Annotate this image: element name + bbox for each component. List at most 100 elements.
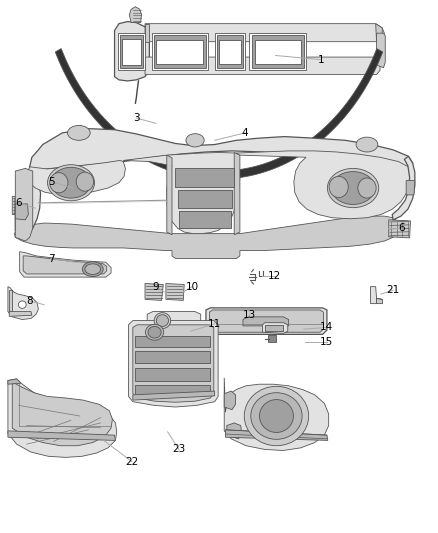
Polygon shape bbox=[133, 325, 214, 402]
Text: 15: 15 bbox=[320, 337, 334, 347]
Polygon shape bbox=[224, 391, 236, 410]
Ellipse shape bbox=[259, 400, 293, 432]
Polygon shape bbox=[167, 155, 172, 235]
Polygon shape bbox=[20, 252, 111, 277]
Ellipse shape bbox=[156, 315, 169, 326]
Polygon shape bbox=[371, 287, 377, 304]
Text: 7: 7 bbox=[48, 254, 55, 263]
Ellipse shape bbox=[67, 125, 90, 140]
Polygon shape bbox=[8, 379, 117, 457]
Polygon shape bbox=[15, 204, 28, 220]
Polygon shape bbox=[227, 423, 242, 439]
Polygon shape bbox=[129, 7, 141, 22]
Ellipse shape bbox=[18, 301, 26, 309]
Polygon shape bbox=[133, 391, 215, 400]
Polygon shape bbox=[226, 430, 328, 440]
Polygon shape bbox=[377, 33, 385, 68]
Ellipse shape bbox=[85, 264, 101, 274]
Polygon shape bbox=[12, 197, 34, 216]
Ellipse shape bbox=[356, 137, 378, 152]
Polygon shape bbox=[15, 167, 41, 239]
Polygon shape bbox=[234, 152, 240, 235]
Polygon shape bbox=[254, 39, 301, 64]
Polygon shape bbox=[8, 431, 116, 440]
Text: 8: 8 bbox=[26, 296, 33, 306]
Polygon shape bbox=[262, 322, 288, 333]
Polygon shape bbox=[392, 156, 415, 220]
Polygon shape bbox=[9, 290, 12, 312]
Polygon shape bbox=[145, 57, 380, 75]
Polygon shape bbox=[237, 151, 410, 219]
Polygon shape bbox=[12, 383, 113, 446]
Polygon shape bbox=[145, 23, 385, 42]
Bar bbox=[135, 336, 210, 347]
Polygon shape bbox=[30, 128, 413, 171]
Bar bbox=[135, 351, 210, 363]
Polygon shape bbox=[123, 152, 240, 233]
Bar bbox=[268, 335, 276, 342]
Text: 12: 12 bbox=[268, 271, 281, 281]
Polygon shape bbox=[178, 190, 232, 208]
Polygon shape bbox=[147, 312, 201, 384]
Polygon shape bbox=[215, 33, 245, 70]
Polygon shape bbox=[377, 298, 383, 304]
Ellipse shape bbox=[251, 393, 302, 439]
Polygon shape bbox=[250, 33, 306, 70]
Bar bbox=[150, 357, 197, 370]
Polygon shape bbox=[118, 33, 145, 70]
Ellipse shape bbox=[244, 386, 309, 446]
Text: 1: 1 bbox=[318, 55, 325, 64]
Text: 22: 22 bbox=[125, 457, 138, 466]
Polygon shape bbox=[122, 38, 141, 65]
Text: 6: 6 bbox=[15, 198, 22, 208]
Polygon shape bbox=[8, 379, 21, 384]
Polygon shape bbox=[206, 308, 327, 334]
Ellipse shape bbox=[51, 167, 91, 198]
Text: 11: 11 bbox=[208, 319, 221, 329]
Ellipse shape bbox=[327, 168, 379, 208]
Ellipse shape bbox=[329, 176, 348, 198]
Ellipse shape bbox=[49, 173, 68, 193]
Polygon shape bbox=[224, 378, 328, 450]
Polygon shape bbox=[145, 23, 149, 42]
Ellipse shape bbox=[148, 326, 161, 338]
Text: 21: 21 bbox=[386, 285, 400, 295]
Text: 3: 3 bbox=[133, 113, 140, 123]
Polygon shape bbox=[14, 216, 397, 259]
Text: 5: 5 bbox=[48, 176, 55, 187]
Ellipse shape bbox=[331, 172, 375, 205]
Ellipse shape bbox=[145, 324, 164, 340]
Ellipse shape bbox=[186, 134, 204, 147]
Text: 23: 23 bbox=[172, 445, 186, 455]
Text: 9: 9 bbox=[152, 281, 159, 292]
Polygon shape bbox=[154, 35, 206, 68]
Polygon shape bbox=[252, 35, 304, 68]
Bar bbox=[150, 325, 197, 336]
Bar bbox=[135, 368, 210, 381]
Polygon shape bbox=[55, 49, 383, 179]
Bar bbox=[135, 385, 210, 395]
Text: 6: 6 bbox=[399, 223, 405, 233]
Polygon shape bbox=[376, 23, 382, 42]
Polygon shape bbox=[243, 317, 289, 326]
Polygon shape bbox=[166, 284, 184, 301]
Polygon shape bbox=[128, 320, 218, 407]
Ellipse shape bbox=[82, 262, 103, 277]
Polygon shape bbox=[8, 287, 39, 319]
Text: 4: 4 bbox=[242, 128, 248, 138]
Ellipse shape bbox=[76, 172, 94, 191]
Polygon shape bbox=[15, 168, 33, 241]
Polygon shape bbox=[406, 181, 415, 195]
Polygon shape bbox=[209, 310, 323, 332]
Polygon shape bbox=[156, 39, 203, 64]
Polygon shape bbox=[152, 33, 208, 70]
Polygon shape bbox=[389, 220, 410, 238]
Text: 13: 13 bbox=[243, 310, 256, 320]
Ellipse shape bbox=[154, 313, 171, 328]
Ellipse shape bbox=[358, 178, 376, 198]
Polygon shape bbox=[27, 160, 125, 195]
Polygon shape bbox=[115, 21, 149, 81]
Bar bbox=[150, 341, 197, 352]
Bar bbox=[265, 325, 283, 330]
Polygon shape bbox=[176, 168, 234, 187]
